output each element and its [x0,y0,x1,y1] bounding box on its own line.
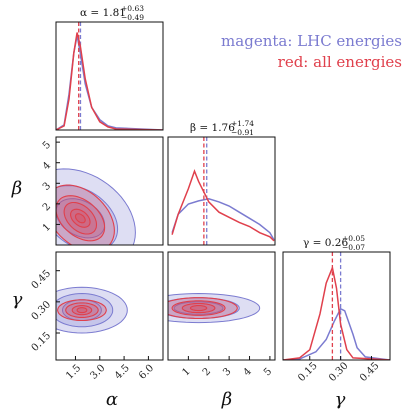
frame-gamma [282,251,391,361]
contour-red-1 [171,300,226,316]
xtick-label: 3 [221,366,233,378]
contour-magenta-0 [56,168,136,245]
ytick-label: 1 [41,222,53,234]
marginal-alpha-red-line [56,32,163,130]
contour-red-2 [71,305,93,316]
joint-alpha-beta [55,136,164,246]
contour-red-1 [65,302,99,318]
xlabel-beta: β [221,389,232,410]
title-alpha-sup: +0.63 [121,4,144,13]
joint-alpha-gamma [55,251,164,361]
frame-beta [167,136,276,246]
contour-red-2 [181,302,216,314]
xtick-label: 0.15 [296,360,320,384]
ylabel-beta: β [11,178,22,199]
title-alpha-main: α = 1.81 [80,7,126,19]
contour-red-3 [70,208,91,228]
ytick-label: 5 [41,139,53,151]
frame-alpha-gamma [55,251,164,361]
joint-beta-gamma [167,251,276,361]
xlabel-alpha: α [106,389,118,410]
contour-red-3 [189,305,208,312]
ytick-label: 3 [41,181,53,193]
title-beta-sup: +1.74 [231,119,254,128]
frame-alpha-beta [55,136,164,246]
xtick-label: 6.0 [137,363,156,382]
marginal-beta-magenta-line [171,198,275,241]
frame-beta-gamma [167,251,276,361]
title-beta: β = 1.76 +1.74 −0.91 [190,119,254,137]
xtick-label: 2 [201,366,213,378]
xtick-label: 1 [180,366,192,378]
contour-red-0 [56,184,115,245]
title-gamma: γ = 0.26 +0.05 −0.07 [303,234,365,252]
legend-magenta: magenta: LHC energies [221,32,402,50]
marginal-gamma-red-line [283,265,390,360]
marginal-gamma [282,251,391,361]
ytick-label: 2 [41,201,53,213]
contour-red-3 [76,307,88,314]
contour-red-4 [74,213,86,224]
ytick-label: 0.45 [30,268,54,292]
contour-red-1 [56,195,106,242]
xtick-label: 0.45 [358,360,382,384]
xtick-label: 5 [262,366,274,378]
title-gamma-main: γ = 0.26 [303,237,348,249]
contour-red-0 [168,297,238,320]
ylabel-gamma: γ [12,289,23,310]
panels: 1.5 3.0 4.5 6.0 1 2 3 4 5 0.15 0.30 0.45123450.150.… [30,21,391,384]
xtick-label: 1.5 [64,363,83,382]
marginal-alpha-magenta-line [56,35,163,130]
xtick-label: 3.0 [88,363,107,382]
marginal-beta-red-line [171,168,275,242]
marginal-alpha [55,21,164,131]
title-alpha: α = 1.81 +0.63 −0.49 [80,4,144,22]
xtick-label: 4.5 [113,363,132,382]
marginal-gamma-magenta-line [283,307,390,360]
legend-red: red: all energies [278,53,402,71]
title-gamma-sub: −0.07 [342,243,365,252]
xtick-label: 4 [242,366,254,378]
ytick-label: 0.30 [30,299,54,323]
title-beta-main: β = 1.76 [190,122,235,134]
xtick-label: 0.30 [327,360,351,384]
title-alpha-sub: −0.49 [121,13,144,22]
marginal-beta [167,136,276,246]
frame-alpha [55,21,164,131]
xlabel-gamma: γ [335,389,346,410]
title-beta-sub: −0.91 [231,128,254,137]
title-gamma-sup: +0.05 [342,234,365,243]
ytick-label: 0.15 [30,330,54,354]
ytick-label: 4 [41,160,53,172]
